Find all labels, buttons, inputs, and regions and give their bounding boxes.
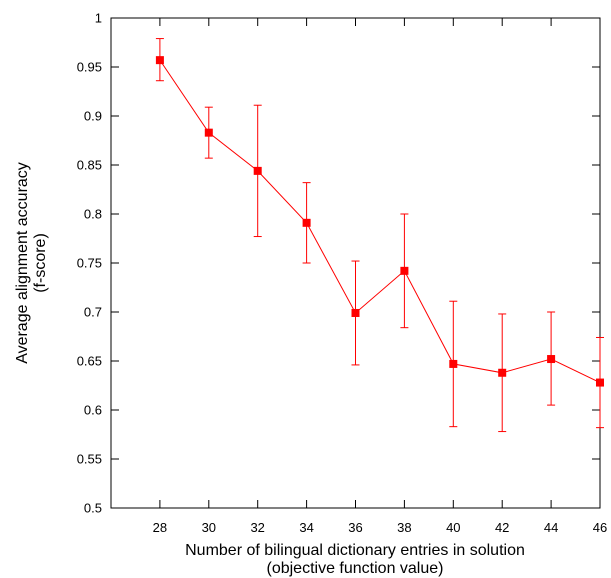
x-axis-title-line1: Number of bilingual dictionary entries i… (185, 542, 525, 559)
x-tick-label: 32 (250, 520, 264, 535)
x-tick-label: 28 (153, 520, 167, 535)
data-point (547, 355, 556, 364)
data-point (400, 266, 409, 275)
y-tick-label: 0.75 (77, 256, 102, 271)
y-tick-label: 0.55 (77, 452, 102, 467)
y-tick-label: 0.7 (84, 305, 102, 320)
x-tick-label: 46 (593, 520, 607, 535)
y-tick-label: 0.8 (84, 207, 102, 222)
y-tick-label: 0.85 (77, 158, 102, 173)
x-tick-label: 42 (495, 520, 509, 535)
series-line (159, 59, 601, 384)
x-tick-label: 36 (348, 520, 362, 535)
x-tick-label: 38 (397, 520, 411, 535)
x-tick-label: 30 (202, 520, 216, 535)
y-tick-label: 0.65 (77, 354, 102, 369)
data-point (253, 166, 262, 175)
tick-labels: 0.5 0.55 0.6 0.65 0.7 0.75 0.8 0.85 0.9 0.95 1 28 30… (77, 11, 608, 536)
y-axis-title-line2: (f-score) (32, 233, 49, 293)
y-tick-label: 1 (95, 11, 102, 26)
ticks (111, 17, 601, 509)
data-point (204, 128, 213, 137)
data-point (155, 56, 164, 65)
y-tick-label: 0.5 (84, 501, 102, 516)
y-tick-label: 0.95 (77, 60, 102, 75)
x-tick-label: 34 (299, 520, 313, 535)
y-tick-label: 0.9 (84, 109, 102, 124)
y-axis-title-line1: Average alignment accuracy (14, 162, 31, 364)
y-tick-label: 0.6 (84, 403, 102, 418)
data-point (498, 368, 507, 377)
series-layer (155, 38, 604, 433)
x-axis-title-line2: (objective function value) (267, 560, 444, 577)
data-point (351, 308, 360, 317)
x-tick-label: 44 (544, 520, 558, 535)
x-tick-label: 40 (446, 520, 460, 535)
data-point (449, 359, 458, 368)
data-point (302, 218, 311, 227)
data-point (596, 378, 604, 387)
